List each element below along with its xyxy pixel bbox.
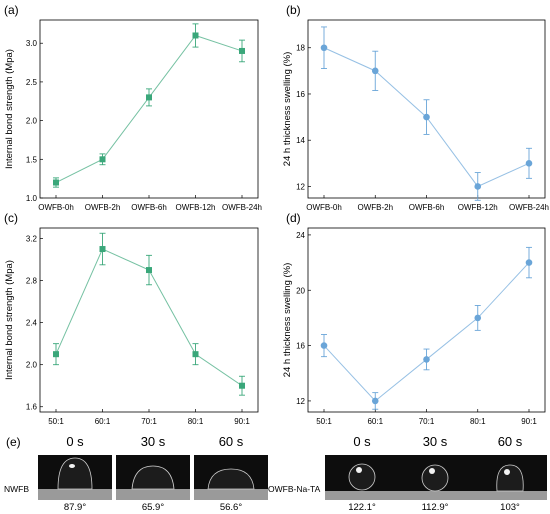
x-tick-label: OWFB-2h: [85, 203, 121, 212]
chart-panel-b: (b) 12 14 16 18 OWFB-0h OWFB-2h OWFB-6h OWFB-12h…: [282, 3, 549, 212]
angle-label: 112.9°: [422, 502, 449, 513]
x-tick-label: 90:1: [234, 417, 250, 426]
droplet-image: [116, 455, 190, 500]
data-point: [99, 156, 106, 163]
y-tick-label: 24: [296, 231, 305, 240]
x-tick-label: OWFB-2h: [357, 203, 393, 212]
x-tick-label: OWFB-12h: [458, 203, 498, 212]
series-line: [323, 262, 530, 402]
data-point: [320, 342, 328, 349]
angle-label: 65.9°: [142, 502, 164, 513]
series-line: [55, 34, 243, 183]
y-tick-label: 2.0: [26, 361, 38, 370]
y-tick-label: 3.2: [26, 235, 38, 244]
time-label: 30 s: [141, 434, 166, 449]
y-tick-label: 2.0: [26, 117, 38, 126]
x-tick-label: 90:1: [521, 417, 537, 426]
chart-panel-a: (a) 1.0 1.5 2.0 2.5 3.0 OWFB-0h OWFB-2h OWFB-6h O…: [4, 3, 262, 212]
data-point: [525, 160, 533, 167]
droplet-image: [325, 455, 399, 500]
droplet-image: [38, 455, 112, 500]
x-tick-label: 70:1: [141, 417, 157, 426]
angle-label: 87.9°: [64, 502, 86, 513]
y-tick-label: 2.4: [26, 319, 38, 328]
panel-letter: (c): [4, 211, 18, 225]
droplet-image: [399, 455, 473, 500]
y-tick-label: 12: [296, 397, 305, 406]
angle-label: 122.1°: [348, 502, 376, 513]
chart-panel-c: (c) 1.6 2.0 2.4 2.8 3.2 50:1 60:1 70:1 80:1 90:1 In…: [4, 211, 259, 426]
x-tick-label: 60:1: [95, 417, 111, 426]
y-axis-label: Internal bond strength (Mpa): [4, 260, 15, 380]
data-point: [239, 47, 245, 54]
y-tick-label: 20: [296, 286, 305, 295]
plot-frame: [39, 19, 259, 199]
y-tick-label: 16: [296, 342, 305, 351]
x-tick-label: OWFB-0h: [38, 203, 74, 212]
angle-label: 103°: [500, 502, 520, 513]
x-tick-label: 80:1: [470, 417, 486, 426]
data-point: [320, 44, 328, 52]
x-tick-label: 50:1: [316, 417, 332, 426]
y-tick-label: 16: [296, 90, 305, 99]
contact-angle-panel: (e) 0 s 30 s 60 s 0 s 30 s 60 s NWFB OWF…: [4, 434, 547, 513]
panel-letter: (b): [286, 3, 301, 17]
x-tick-label: OWFB-6h: [131, 203, 167, 212]
sample-label-owfb-na-ta: OWFB-Na-TA: [268, 484, 321, 494]
droplet-image: [473, 455, 547, 500]
y-tick-label: 2.8: [26, 277, 38, 286]
data-point: [53, 351, 59, 358]
data-point: [371, 397, 379, 405]
droplet-image: [194, 455, 268, 500]
angle-label: 56.6°: [220, 502, 242, 513]
y-axis-label: 24 h thickness swelling (%): [282, 52, 293, 167]
data-point: [371, 67, 379, 75]
y-tick-label: 12: [296, 182, 305, 191]
time-label: 60 s: [219, 434, 244, 449]
data-point: [423, 356, 430, 363]
data-point: [146, 267, 152, 274]
data-point: [53, 179, 59, 186]
x-tick-label: 50:1: [48, 417, 64, 426]
y-tick-label: 1.6: [26, 403, 38, 412]
x-tick-label: OWFB-24h: [509, 203, 549, 212]
sample-label-nwfb: NWFB: [4, 484, 29, 494]
x-tick-label: 70:1: [419, 417, 435, 426]
time-label: 60 s: [498, 434, 523, 449]
time-label: 0 s: [66, 434, 84, 449]
x-tick-label: 60:1: [367, 417, 383, 426]
panel-letter-e: (e): [6, 435, 21, 449]
time-label: 30 s: [423, 434, 448, 449]
panel-letter: (d): [286, 211, 301, 225]
y-tick-label: 18: [296, 44, 305, 53]
data-point: [146, 94, 152, 101]
time-label: 0 s: [353, 434, 371, 449]
x-tick-label: OWFB-12h: [175, 203, 215, 212]
y-axis-label: 24 h thickness swelling (%): [282, 263, 293, 378]
data-point: [99, 246, 106, 253]
x-tick-label: OWFB-0h: [306, 203, 342, 212]
data-point: [474, 314, 482, 322]
y-tick-label: 3.0: [26, 39, 38, 48]
y-tick-label: 1.5: [26, 155, 38, 164]
panel-letter: (a): [4, 3, 19, 17]
y-axis-label: Internal bond strength (Mpa): [4, 49, 15, 169]
data-point: [239, 382, 245, 389]
x-tick-label: 80:1: [188, 417, 204, 426]
data-point: [423, 113, 430, 121]
y-tick-label: 2.5: [26, 78, 38, 87]
data-point: [474, 183, 482, 190]
data-point: [192, 32, 199, 39]
x-tick-label: OWFB-24h: [222, 203, 262, 212]
plot-frame: [307, 227, 546, 413]
chart-panel-d: (d) 12 16 20 24 50:1 60:1 70:1 80:1 90:1 24 h thic…: [282, 211, 546, 426]
x-tick-label: OWFB-6h: [409, 203, 445, 212]
data-point: [525, 259, 533, 266]
y-tick-label: 1.0: [26, 194, 38, 203]
data-point: [192, 351, 199, 358]
y-tick-label: 14: [296, 136, 305, 145]
